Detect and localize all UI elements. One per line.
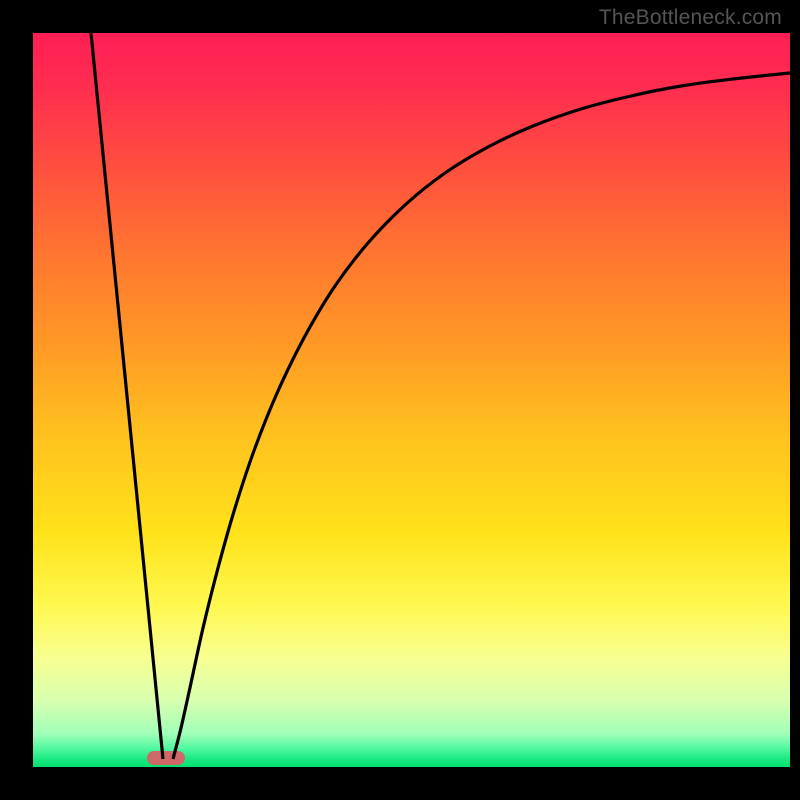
right-curve [173,73,790,759]
minimum-marker [147,751,185,765]
chart-container: TheBottleneck.com [0,0,800,800]
curves-layer [33,33,790,767]
plot-area [33,33,790,767]
left-line [91,33,163,759]
watermark-text: TheBottleneck.com [599,6,782,30]
